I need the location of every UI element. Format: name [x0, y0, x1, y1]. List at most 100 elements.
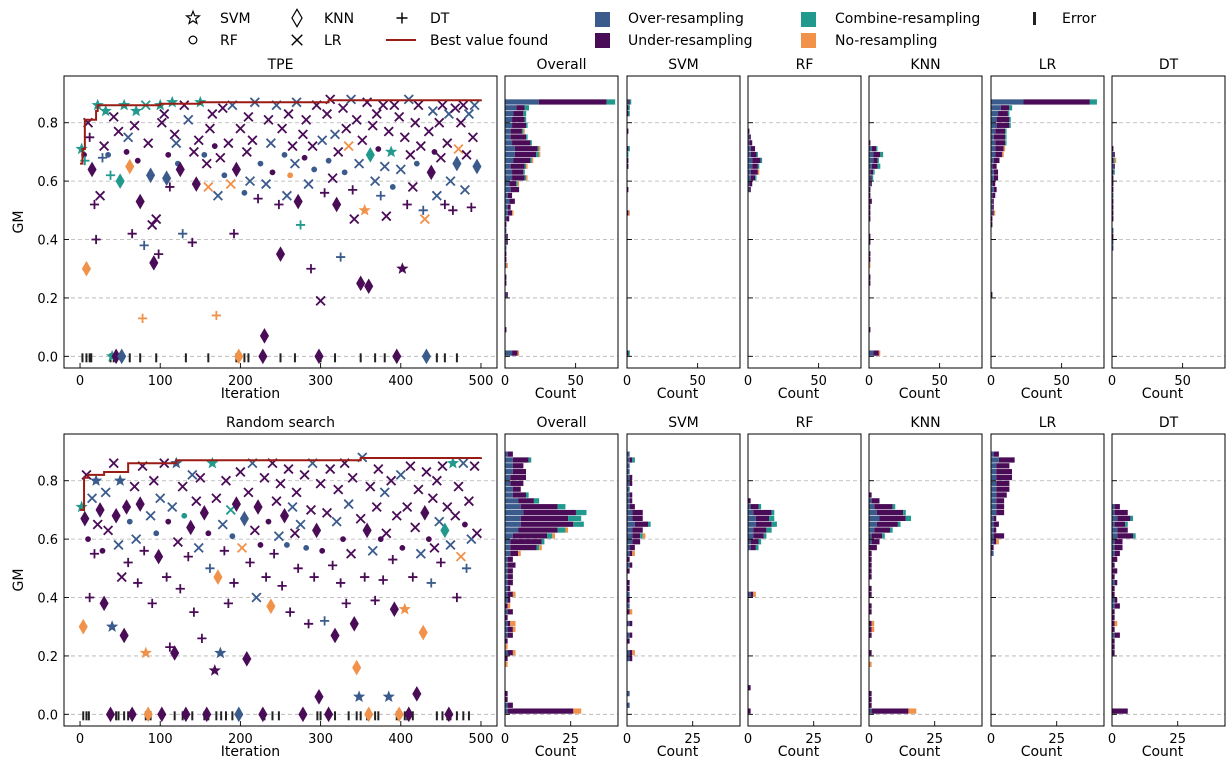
histogram-bar	[873, 157, 878, 163]
histogram-bar	[507, 568, 513, 574]
x-tick-label: 0	[623, 732, 631, 747]
data-point-plus	[320, 616, 330, 626]
histogram-bar	[873, 151, 881, 158]
data-point-circle	[389, 184, 396, 190]
data-point-plus	[147, 598, 157, 608]
histogram-bar	[991, 544, 994, 551]
histogram-bar	[991, 210, 993, 216]
data-point-x	[325, 464, 336, 475]
histogram-bar	[991, 204, 993, 210]
histogram-bar	[512, 169, 524, 175]
data-point-plus	[133, 578, 143, 588]
data-point-circle	[99, 547, 106, 554]
histogram-bar	[1113, 157, 1115, 163]
data-point-plus	[189, 607, 199, 617]
histogram-bar	[869, 186, 871, 193]
histogram-bar	[627, 509, 633, 516]
y-tick-label: 0.2	[37, 292, 58, 307]
histogram-bar	[627, 498, 630, 504]
histogram-bar	[869, 650, 872, 656]
histogram-bar	[627, 580, 630, 586]
histogram-bar	[991, 163, 993, 169]
histogram-bar	[627, 451, 630, 457]
histogram-bar	[1114, 504, 1120, 510]
histogram-bar	[505, 544, 511, 551]
data-point-diamond	[314, 689, 324, 705]
x-tick-label: 25	[1048, 732, 1065, 747]
histogram-bar	[996, 498, 1005, 504]
histogram-bar	[629, 504, 635, 510]
data-point-plus	[277, 581, 287, 591]
histogram-bar	[505, 504, 521, 510]
data-point-diamond	[404, 706, 414, 723]
x-tick-label: 50	[931, 374, 948, 389]
legend-error-swatch	[1033, 12, 1036, 25]
data-point-plus	[183, 552, 193, 562]
data-point-x	[371, 108, 382, 119]
data-point-circle	[257, 160, 264, 167]
histogram-bar	[505, 186, 511, 193]
data-point-star	[398, 602, 411, 615]
data-point-diamond	[80, 510, 90, 527]
data-point-x	[129, 481, 140, 492]
histogram-bar	[627, 186, 629, 193]
histogram-bar	[505, 655, 508, 662]
histogram-bar	[996, 474, 1013, 481]
data-point-circle	[134, 157, 141, 164]
histogram-bar	[505, 151, 515, 158]
y-tick-label: 0.2	[37, 650, 58, 665]
data-point-x	[357, 135, 368, 146]
histogram-bar	[758, 539, 762, 545]
histogram-bar	[505, 597, 508, 603]
histogram-bar	[512, 116, 525, 123]
histogram-bar	[1114, 632, 1120, 638]
histogram-bar	[537, 146, 539, 152]
histogram-bar	[505, 327, 507, 333]
legend-swatch-combine-resampling	[801, 12, 816, 27]
histogram-bar	[869, 550, 872, 557]
histogram-bar	[509, 198, 515, 204]
histogram-bar	[749, 186, 751, 193]
histogram-bar	[629, 620, 633, 627]
data-point-x	[434, 516, 445, 527]
data-point-x	[187, 469, 198, 480]
histogram-bar	[505, 690, 508, 697]
histogram-bar	[627, 638, 630, 644]
data-point-x	[405, 149, 416, 160]
data-point-diamond	[418, 624, 428, 641]
x-tick-label: 25	[1169, 732, 1186, 747]
histogram-bar	[533, 498, 540, 504]
legend-label-error: Error	[1062, 11, 1096, 27]
x-tick-label: 50	[567, 374, 584, 389]
legend-label-no-resampling: No-resampling	[835, 33, 937, 49]
histogram-bar	[991, 474, 997, 481]
histogram-bar	[506, 262, 508, 269]
histogram-bar	[627, 111, 629, 117]
histogram-bar	[748, 521, 756, 527]
x-axis-label: Iteration	[221, 744, 280, 760]
data-point-star	[385, 145, 398, 158]
panel-title: LR	[1039, 57, 1057, 73]
data-point-diamond	[135, 496, 145, 512]
histogram-bar	[874, 504, 893, 510]
histogram-bar	[755, 175, 757, 181]
data-point-diamond	[314, 348, 324, 365]
data-point-plus	[154, 249, 164, 259]
histogram-bar	[507, 574, 513, 580]
histogram-bar	[632, 515, 643, 521]
data-point-x	[461, 149, 472, 160]
histogram-bar	[547, 533, 553, 539]
data-point-plus	[360, 572, 370, 582]
histogram-bar	[991, 99, 1024, 105]
histogram-bar	[552, 533, 555, 539]
histogram-bar	[1133, 533, 1136, 539]
data-point-diamond	[149, 255, 159, 271]
best-value-line	[80, 456, 482, 511]
data-point-x	[236, 542, 248, 553]
data-point-diamond	[95, 502, 105, 518]
data-point-plus	[187, 237, 197, 248]
data-point-x	[346, 548, 357, 559]
data-point-star	[89, 474, 103, 486]
histogram-bar	[879, 515, 906, 521]
data-point-diamond	[239, 510, 249, 527]
